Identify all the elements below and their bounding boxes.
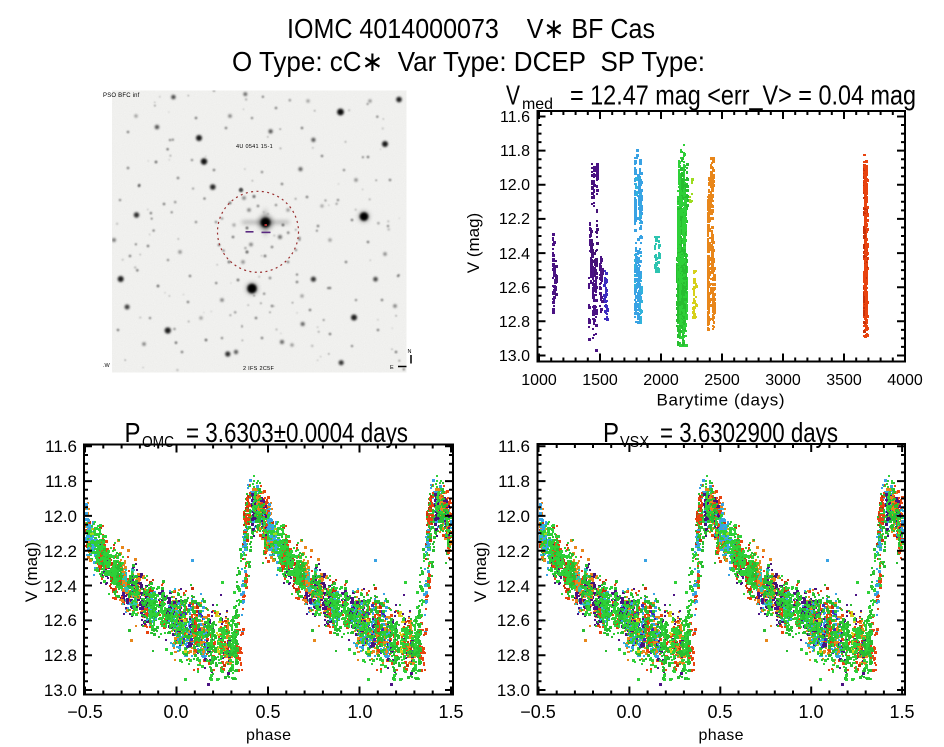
svg-text:1500: 1500 (582, 372, 618, 389)
svg-text:1.5: 1.5 (889, 702, 914, 722)
svg-text:V (mag): V (mag) (471, 542, 490, 602)
svg-text:−0.5: −0.5 (520, 702, 556, 722)
svg-text:12.8: 12.8 (44, 646, 77, 665)
svg-text:12.2: 12.2 (497, 542, 530, 561)
svg-text:13.0: 13.0 (499, 348, 530, 365)
svg-text:= 3.6302900 days: = 3.6302900 days (660, 417, 838, 448)
svg-text:11.6: 11.6 (500, 109, 530, 126)
svg-text:2 IFS 2C5F: 2 IFS 2C5F (243, 366, 274, 372)
svg-text:0.0: 0.0 (616, 702, 641, 722)
svg-text:V (mag): V (mag) (464, 213, 483, 273)
svg-text:12.0: 12.0 (44, 507, 77, 526)
svg-text:2500: 2500 (704, 372, 740, 389)
svg-text:12.0: 12.0 (499, 177, 530, 194)
svg-text:phase: phase (699, 727, 744, 744)
svg-text:OMC: OMC (142, 434, 174, 451)
svg-text:N: N (408, 349, 412, 355)
svg-text:12.8: 12.8 (497, 646, 530, 665)
svg-text:2000: 2000 (643, 372, 679, 389)
svg-text:med: med (522, 96, 553, 113)
svg-text:11.8: 11.8 (498, 472, 530, 491)
svg-text:VSX: VSX (620, 434, 649, 451)
svg-text:3000: 3000 (765, 372, 801, 389)
svg-text:4U 0541 15-1: 4U 0541 15-1 (236, 144, 273, 150)
svg-text:12.2: 12.2 (44, 542, 77, 561)
svg-text:Barytime (days): Barytime (days) (657, 391, 785, 410)
svg-text:12.4: 12.4 (44, 577, 77, 596)
svg-text:12.0: 12.0 (497, 507, 530, 526)
svg-text:−0.5: −0.5 (67, 702, 103, 722)
svg-text:O Type: cC∗ Var Type: DCEP S: O Type: cC∗ Var Type: DCEP SP Type: (232, 46, 705, 77)
svg-text:1.0: 1.0 (798, 702, 823, 722)
svg-text:1.5: 1.5 (438, 702, 463, 722)
svg-text:1000: 1000 (521, 372, 557, 389)
svg-text:0.5: 0.5 (255, 702, 280, 722)
svg-text:13.0: 13.0 (497, 681, 530, 700)
svg-text:PSO BFC inf: PSO BFC inf (103, 93, 140, 99)
svg-text:3500: 3500 (826, 372, 862, 389)
svg-text:V: V (506, 80, 520, 111)
svg-text:V (mag): V (mag) (22, 542, 41, 602)
svg-text:0.5: 0.5 (707, 702, 732, 722)
svg-text:12.2: 12.2 (499, 211, 530, 228)
svg-text:1.0: 1.0 (347, 702, 372, 722)
svg-text:11.8: 11.8 (45, 472, 77, 491)
svg-text:phase: phase (246, 727, 291, 744)
svg-text:= 12.47 mag <err_V> = 0.04 mag: = 12.47 mag <err_V> = 0.04 mag (570, 80, 916, 111)
svg-text:.W: .W (103, 363, 111, 369)
svg-text:12.4: 12.4 (497, 577, 530, 596)
svg-text:E: E (390, 365, 394, 371)
svg-text:12.6: 12.6 (499, 280, 530, 297)
svg-text:12.6: 12.6 (44, 611, 77, 630)
svg-text:12.8: 12.8 (499, 314, 530, 331)
svg-text:13.0: 13.0 (44, 681, 77, 700)
svg-text:IOMC 4014000073 V∗ BF Cas: IOMC 4014000073 V∗ BF Cas (287, 13, 655, 44)
svg-text:12.6: 12.6 (497, 611, 530, 630)
svg-text:P: P (603, 417, 619, 448)
svg-text:11.8: 11.8 (500, 143, 530, 160)
svg-text:11.6: 11.6 (498, 437, 530, 456)
svg-text:0.0: 0.0 (163, 702, 188, 722)
svg-text:= 3.6303±0.0004 days: = 3.6303±0.0004 days (186, 417, 408, 448)
svg-text:12.4: 12.4 (499, 246, 530, 263)
svg-text:4000: 4000 (887, 372, 923, 389)
svg-text:11.6: 11.6 (45, 437, 77, 456)
svg-text:P: P (125, 417, 141, 448)
